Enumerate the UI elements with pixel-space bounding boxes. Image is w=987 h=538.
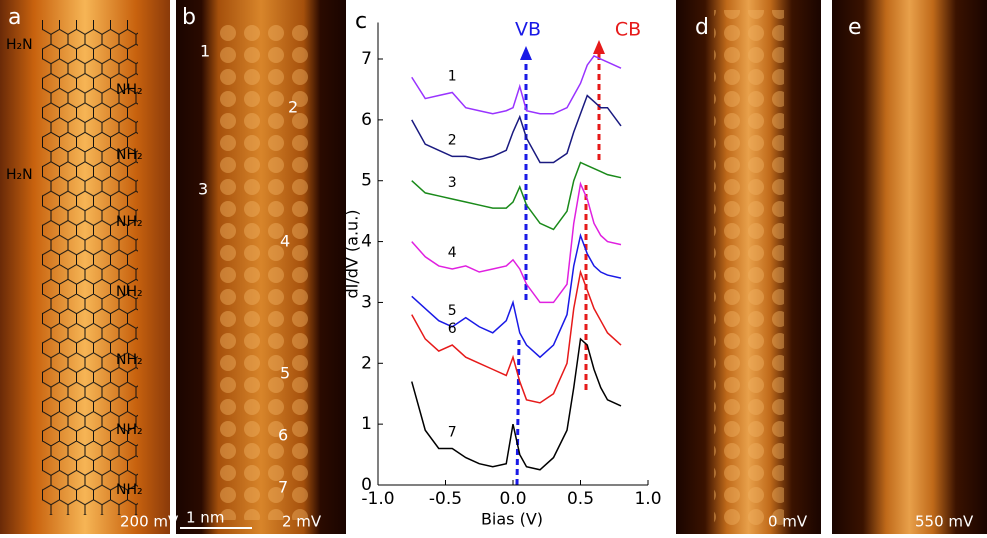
bias-label: 200 mV xyxy=(120,513,179,531)
curve-label: 1 xyxy=(448,68,457,84)
bias-label: 0 mV xyxy=(768,513,808,531)
x-tick-label: 0.5 xyxy=(567,489,594,509)
site-label: 5 xyxy=(280,364,290,383)
x-tick-label: 0.0 xyxy=(499,489,526,509)
site-label: 4 xyxy=(280,232,290,251)
y-tick-label: 2 xyxy=(361,353,372,373)
spectrum xyxy=(411,337,622,471)
spectrum xyxy=(411,94,622,164)
site-label: 6 xyxy=(278,426,288,445)
annotation: CB xyxy=(615,19,641,41)
vb-arrow xyxy=(520,46,532,60)
y-tick-label: 0 xyxy=(361,475,372,495)
y-tick-label: 1 xyxy=(361,414,372,434)
curve-label: 3 xyxy=(448,175,457,191)
panel-label: e xyxy=(848,15,862,40)
bias-label: 550 mV xyxy=(915,513,974,531)
molecule-structure xyxy=(42,20,138,515)
stm-texture xyxy=(212,20,310,520)
curve-label: 7 xyxy=(448,424,457,440)
y-tick-label: 5 xyxy=(361,171,372,191)
panel-label: d xyxy=(695,15,709,40)
amine-label: NH₂ xyxy=(116,422,143,438)
x-axis-label: Bias (V) xyxy=(481,510,543,529)
y-tick-label: 6 xyxy=(361,110,372,130)
amine-label: NH₂ xyxy=(116,147,143,163)
curve-label: 4 xyxy=(448,245,457,261)
spectrum xyxy=(411,55,622,115)
spectrum xyxy=(411,232,622,359)
bias-label: 2 mV xyxy=(282,513,322,531)
amine-label: NH₂ xyxy=(116,284,143,300)
spectrum xyxy=(411,269,622,404)
curve-label: 6 xyxy=(448,321,457,337)
site-label: 7 xyxy=(278,478,288,497)
stm-image-e xyxy=(832,0,987,534)
amine-label: H₂N xyxy=(6,37,33,53)
panel-label: c xyxy=(355,9,367,34)
y-tick-label: 4 xyxy=(361,232,372,252)
stm-texture xyxy=(714,10,784,530)
amine-label: NH₂ xyxy=(116,82,143,98)
annotation: VB xyxy=(515,19,541,41)
cb-arrow xyxy=(593,40,605,54)
site-label: 3 xyxy=(198,180,208,199)
x-tick-label: -1.0 xyxy=(361,489,394,509)
y-tick-label: 7 xyxy=(361,49,372,69)
site-label: 1 xyxy=(200,42,210,61)
y-tick-label: 3 xyxy=(361,292,372,312)
scale-label: 1 nm xyxy=(186,509,224,527)
x-tick-label: 1.0 xyxy=(634,489,661,509)
amine-label: NH₂ xyxy=(116,482,143,498)
site-label: 2 xyxy=(288,98,298,117)
spectrum xyxy=(411,161,622,231)
amine-label: H₂N xyxy=(6,167,33,183)
vb-guide xyxy=(515,339,521,486)
amine-label: NH₂ xyxy=(116,352,143,368)
curve-label: 5 xyxy=(448,303,457,319)
amine-label: NH₂ xyxy=(116,214,143,230)
panel-label: a xyxy=(8,5,21,30)
x-tick-label: -0.5 xyxy=(429,489,462,509)
y-axis-label: dI/dV (a.u.) xyxy=(343,209,362,298)
curve-label: 2 xyxy=(448,132,457,148)
panel-label: b xyxy=(182,5,196,30)
spectrum xyxy=(411,181,622,304)
